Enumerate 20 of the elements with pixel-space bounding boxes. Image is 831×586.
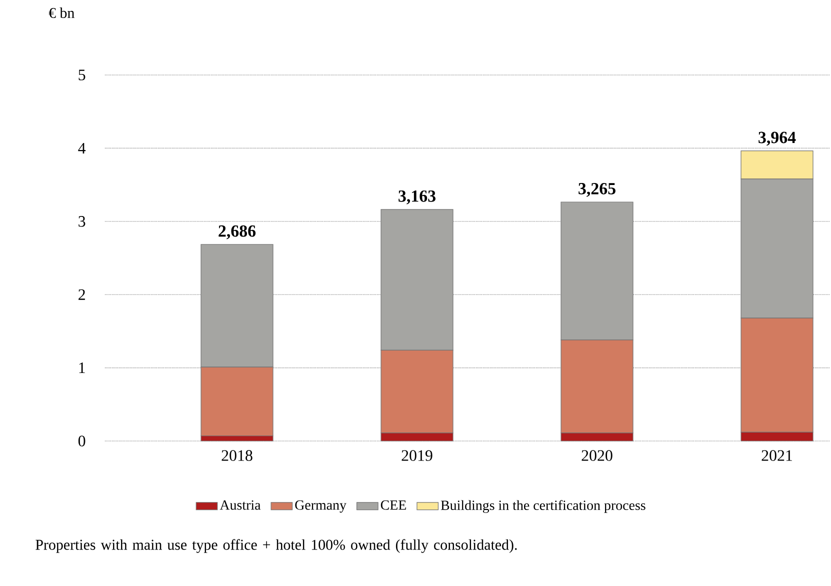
x-tick-label: 2018 [222, 450, 252, 461]
x-tick-label: 2019 [402, 450, 432, 461]
legend-label: CEE [380, 500, 406, 510]
legend-label: Buildings in the certification process [440, 500, 646, 513]
x-tick-label: 2020 [582, 450, 612, 461]
total-label: 2,686 [218, 225, 256, 240]
y-tick-label: 5 [78, 70, 86, 80]
text: Properties with main use type office + hotel 100% owned (fully consolidated). [36, 539, 517, 553]
legend-label: Austria [220, 500, 261, 510]
total-label: 3,265 [578, 182, 616, 197]
total-label: 3,163 [398, 190, 436, 204]
y-tick-label: 1 [79, 362, 85, 374]
y-tick-label: 2 [78, 289, 85, 300]
y-tick-label: 0 [78, 436, 86, 446]
legend-label: Germany [295, 500, 346, 513]
total-label: 3,964 [758, 132, 796, 146]
y-tick-label: 3 [78, 216, 86, 227]
y-tick-label: 4 [78, 142, 86, 154]
x-tick-label: 2021 [762, 450, 792, 461]
y-axis-title: € bn [48, 8, 74, 18]
